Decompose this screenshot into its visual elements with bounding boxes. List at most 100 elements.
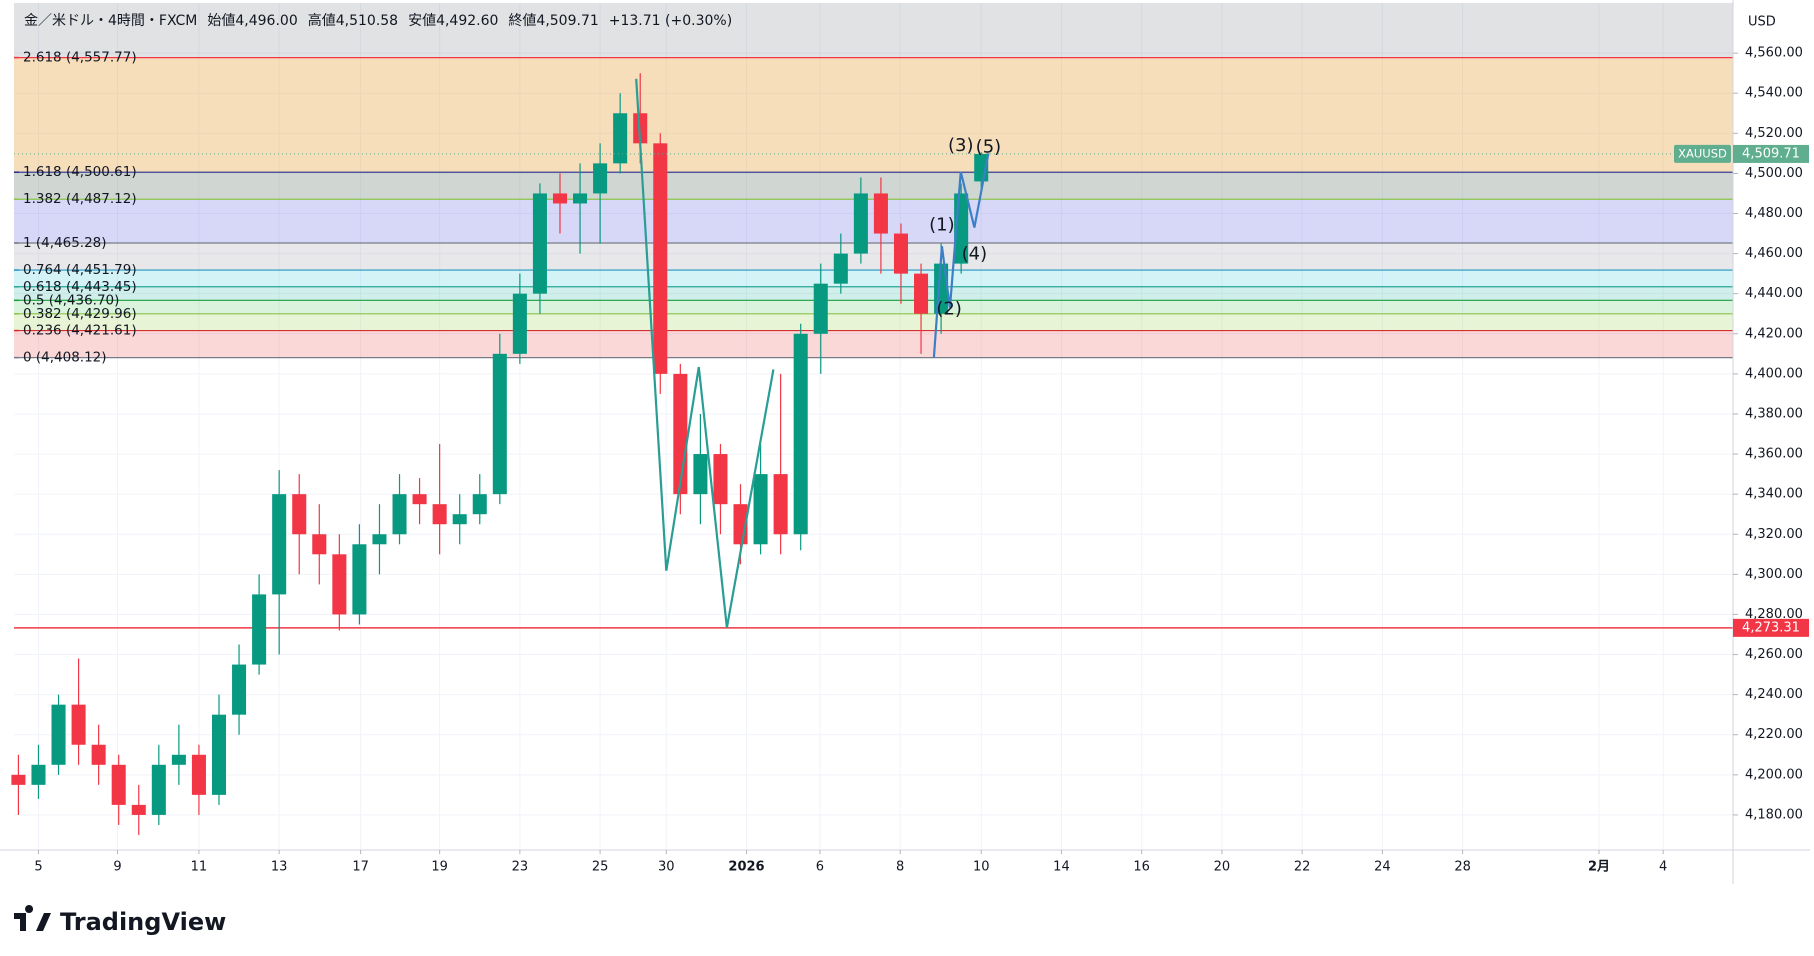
header-item: 終値4,509.71 [508, 13, 598, 29]
fib-level-label: 0.618 (4,443.45) [23, 279, 137, 295]
wave-label: (2) [936, 299, 962, 320]
candle-body [352, 544, 367, 615]
fib-level-label: 0.764 (4,451.79) [23, 262, 137, 278]
x-tick-label: 24 [1374, 860, 1391, 875]
candle-body [492, 353, 507, 495]
x-tick-label: 20 [1214, 860, 1231, 875]
header-item: 始値4,496.00 [207, 13, 297, 29]
candle-body [793, 333, 808, 535]
symbol-tag [1674, 144, 1731, 163]
x-tick-label: 2月 [1588, 860, 1610, 875]
header-item: 金／米ドル・4時間・FXCM [24, 13, 197, 29]
price-tag [1733, 144, 1809, 163]
x-tick-label: 11 [191, 860, 208, 875]
y-tick-label: 4,560.00 [1745, 46, 1803, 61]
header-item: 安値4,492.60 [408, 13, 498, 29]
x-tick-label: 25 [592, 860, 609, 875]
brand-name: TradingView [60, 908, 226, 936]
candle-body [191, 754, 206, 795]
candle-body [893, 233, 909, 274]
fib-band [14, 300, 1733, 314]
fib-level-label: 0.382 (4,429.96) [23, 306, 137, 322]
fib-band [14, 243, 1733, 271]
y-tick-label: 4,440.00 [1745, 286, 1803, 301]
symbol-tag-label: XAUUSD [1678, 146, 1727, 160]
y-tick-label: 4,460.00 [1745, 246, 1803, 261]
y-tick-label: 4,240.00 [1745, 687, 1803, 702]
x-tick-label: 30 [658, 860, 675, 875]
candle-body [713, 454, 728, 505]
candle-body [131, 804, 146, 815]
x-tick-label: 2026 [728, 860, 764, 875]
x-tick-label: 14 [1053, 860, 1070, 875]
candle-body [91, 744, 106, 765]
candle-body [312, 534, 327, 555]
x-tick-label: 22 [1294, 860, 1311, 875]
candle-body [232, 664, 247, 715]
candle-body [171, 754, 186, 765]
fib-band [14, 330, 1733, 358]
y-tick-label: 4,340.00 [1745, 487, 1803, 502]
fib-band [14, 313, 1733, 331]
x-tick-label: 9 [113, 860, 121, 875]
y-tick-label: 4,200.00 [1745, 767, 1803, 782]
x-tick-label: 23 [512, 860, 529, 875]
fib-level-label: 1.618 (4,500.61) [23, 164, 137, 180]
y-tick-label: 4,280.00 [1745, 607, 1803, 622]
wave-label: (4) [962, 243, 988, 264]
y-tick-label: 4,380.00 [1745, 406, 1803, 421]
price-tag-label: 4,273.31 [1742, 620, 1800, 635]
candle-body [753, 474, 768, 545]
x-tick-label: 19 [431, 860, 448, 875]
fib-band [14, 199, 1733, 244]
candle-body [653, 143, 668, 374]
x-tick-label: 4 [1659, 860, 1667, 875]
candle-body [111, 764, 126, 805]
wave-label: (5) [976, 136, 1002, 157]
candle-body [833, 253, 848, 284]
fib-level-label: 0 (4,408.12) [23, 350, 107, 366]
candle-body [573, 193, 588, 204]
y-tick-label: 4,400.00 [1745, 366, 1803, 381]
wave-line [635, 78, 775, 628]
legend-header: 金／米ドル・4時間・FXCM 始値4,496.00 高値4,510.58 安値4,49… [24, 12, 732, 29]
candle-body [593, 163, 608, 194]
candle-body [292, 494, 307, 535]
y-tick-label: 4,420.00 [1745, 326, 1803, 341]
y-tick-label: 4,520.00 [1745, 126, 1803, 141]
y-tick-label: 4,300.00 [1745, 567, 1803, 582]
candle-body [613, 113, 628, 164]
y-tick-label: 4,540.00 [1745, 86, 1803, 101]
candle-body [512, 293, 527, 354]
x-tick-label: 6 [816, 860, 824, 875]
candle-body [452, 514, 467, 525]
fib-level-label: 1 (4,465.28) [23, 235, 107, 251]
x-tick-label: 10 [973, 860, 990, 875]
candle-body [914, 273, 929, 314]
x-tick-label: 16 [1133, 860, 1150, 875]
x-tick-label: 17 [352, 860, 369, 875]
y-tick-label: 4,180.00 [1745, 807, 1803, 822]
fib-level-label: 1.382 (4,487.12) [23, 191, 137, 207]
candle-body [813, 283, 828, 334]
candle-body [51, 704, 66, 765]
candle-body [873, 193, 888, 234]
fib-band [14, 172, 1733, 200]
fib-level-label: 0.236 (4,421.61) [23, 323, 137, 339]
candle-body [853, 193, 868, 254]
x-tick-label: 13 [271, 860, 288, 875]
wave-label: (3) [948, 135, 974, 156]
candle-body [332, 554, 347, 615]
fib-band [14, 286, 1733, 301]
logo: TradingView [14, 905, 226, 936]
wave-line [932, 153, 990, 358]
candle-body [532, 193, 547, 294]
price-tag [1733, 618, 1809, 637]
y-tick-label: 4,480.00 [1745, 206, 1803, 221]
fib-level-label: 2.618 (4,557.77) [23, 50, 137, 66]
candle-body [272, 494, 287, 595]
y-tick-label: 4,500.00 [1745, 166, 1803, 181]
logo-icon [14, 905, 51, 931]
